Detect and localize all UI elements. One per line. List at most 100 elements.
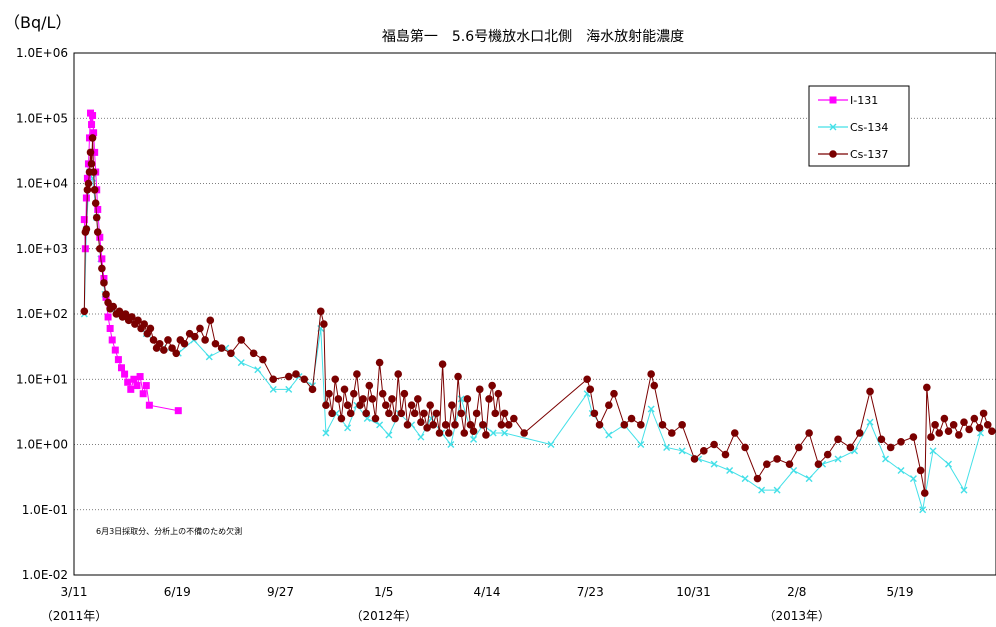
data-point-cs-134: [909, 475, 917, 483]
data-point-cs-137: [678, 421, 686, 429]
series-i-131: [80, 109, 182, 415]
data-point-cs-137: [93, 228, 102, 236]
data-point-cs-137: [259, 355, 267, 364]
data-point-cs-137: [308, 385, 317, 394]
x-tick-label: 4/14: [474, 585, 501, 599]
data-point-cs-137: [482, 431, 490, 439]
data-point-cs-137: [325, 389, 333, 398]
data-point-cs-137: [620, 421, 629, 429]
y-tick-label: 1.0E+04: [16, 177, 68, 191]
data-point-cs-134: [285, 385, 293, 393]
missing-data-annotation: 6月3日採取分、分析上の不備のため欠測: [96, 526, 242, 536]
data-point-cs-137: [460, 429, 469, 437]
data-point-cs-137: [920, 489, 929, 497]
data-point-cs-134: [866, 418, 874, 426]
year-labels: （2011年） （2012年） （2013年）: [41, 609, 830, 623]
data-point-cs-137: [504, 421, 513, 429]
data-point-cs-137: [292, 370, 300, 378]
data-point-cs-134: [805, 475, 813, 483]
data-point-i-131: [145, 401, 153, 409]
data-point-cs-137: [388, 395, 396, 403]
y-tick-label: 1.0E+02: [16, 307, 68, 321]
data-point-cs-137: [444, 429, 453, 437]
data-point-cs-137: [475, 385, 484, 394]
data-point-cs-137: [595, 421, 604, 429]
data-point-cs-134: [882, 455, 890, 463]
data-point-cs-134: [447, 441, 455, 448]
x-tick-label: 3/11: [61, 585, 88, 599]
data-point-cs-137: [441, 421, 450, 429]
y-tick-label: 1.0E+06: [16, 46, 68, 60]
data-point-cs-137: [414, 395, 422, 403]
data-point-cs-137: [983, 421, 992, 429]
unit-label: （Bq/L）: [4, 13, 71, 32]
data-point-i-131: [83, 174, 91, 182]
data-point-cs-134: [678, 447, 686, 455]
data-point-cs-137: [457, 409, 465, 418]
data-point-i-131: [80, 216, 88, 224]
data-point-cs-137: [391, 414, 399, 423]
data-point-cs-137: [586, 385, 595, 394]
data-point-cs-137: [753, 474, 762, 483]
data-point-cs-137: [637, 421, 645, 429]
data-point-cs-137: [923, 383, 931, 392]
x-tick-label: 5/19: [887, 585, 914, 599]
data-point-i-131: [82, 194, 90, 202]
legend-marker-cs-134: [829, 123, 837, 131]
data-point-i-131: [90, 129, 98, 137]
data-point-i-131: [88, 121, 96, 129]
data-point-cs-134: [663, 443, 671, 451]
data-point-cs-137: [134, 316, 142, 325]
data-point-cs-137: [322, 401, 330, 410]
data-point-cs-137: [121, 310, 130, 318]
data-point-cs-137: [334, 395, 343, 403]
data-point-cs-134: [205, 353, 213, 361]
y-tick-label: 1.0E+03: [16, 242, 68, 256]
data-point-cs-137: [343, 401, 352, 410]
data-point-cs-137: [385, 409, 393, 418]
data-point-cs-137: [89, 168, 98, 176]
data-point-cs-137: [420, 409, 428, 418]
x-tick-label: 7/23: [577, 585, 604, 599]
data-point-cs-137: [955, 431, 963, 439]
data-point-cs-134: [773, 486, 781, 494]
data-point-cs-137: [211, 339, 220, 348]
data-point-cs-137: [500, 409, 509, 418]
data-point-cs-137: [284, 372, 293, 381]
data-point-cs-137: [417, 418, 425, 426]
data-point-cs-137: [435, 429, 444, 437]
data-point-cs-134: [322, 429, 330, 437]
data-point-cs-137: [944, 427, 953, 435]
data-point-cs-137: [201, 336, 209, 344]
data-point-cs-137: [80, 307, 89, 316]
y-tick-label: 1.0E+05: [16, 111, 68, 125]
data-point-cs-137: [96, 244, 104, 253]
data-point-cs-137: [979, 409, 988, 418]
data-point-cs-137: [86, 148, 95, 157]
data-point-cs-137: [237, 336, 246, 344]
data-point-cs-137: [331, 375, 340, 384]
data-point-cs-137: [394, 370, 402, 378]
data-point-i-131: [100, 274, 108, 282]
data-point-cs-137: [970, 414, 979, 423]
data-point-cs-137: [172, 349, 181, 358]
data-point-cs-137: [155, 339, 164, 348]
data-point-cs-137: [814, 460, 823, 468]
data-point-cs-134: [417, 433, 425, 441]
data-point-cs-137: [438, 360, 447, 369]
data-point-cs-134: [385, 431, 393, 439]
data-point-cs-137: [180, 339, 189, 348]
data-point-cs-137: [365, 381, 374, 390]
data-point-cs-134: [834, 455, 842, 463]
data-point-cs-137: [84, 179, 93, 188]
data-point-cs-137: [128, 313, 136, 321]
data-point-cs-137: [320, 320, 328, 328]
data-point-cs-134: [960, 486, 968, 494]
data-point-cs-137: [927, 433, 935, 441]
data-point-cs-137: [700, 447, 708, 455]
data-point-cs-134: [945, 460, 953, 468]
data-point-cs-137: [104, 298, 112, 307]
data-point-cs-137: [590, 409, 599, 418]
data-point-cs-137: [931, 421, 939, 429]
data-point-cs-137: [472, 409, 481, 418]
